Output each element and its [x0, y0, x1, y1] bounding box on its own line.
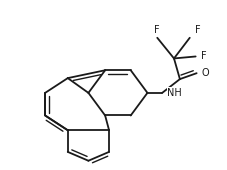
- Text: F: F: [195, 25, 200, 35]
- Text: F: F: [200, 52, 206, 62]
- Text: NH: NH: [167, 88, 182, 98]
- Text: F: F: [154, 25, 160, 35]
- Text: O: O: [202, 68, 209, 78]
